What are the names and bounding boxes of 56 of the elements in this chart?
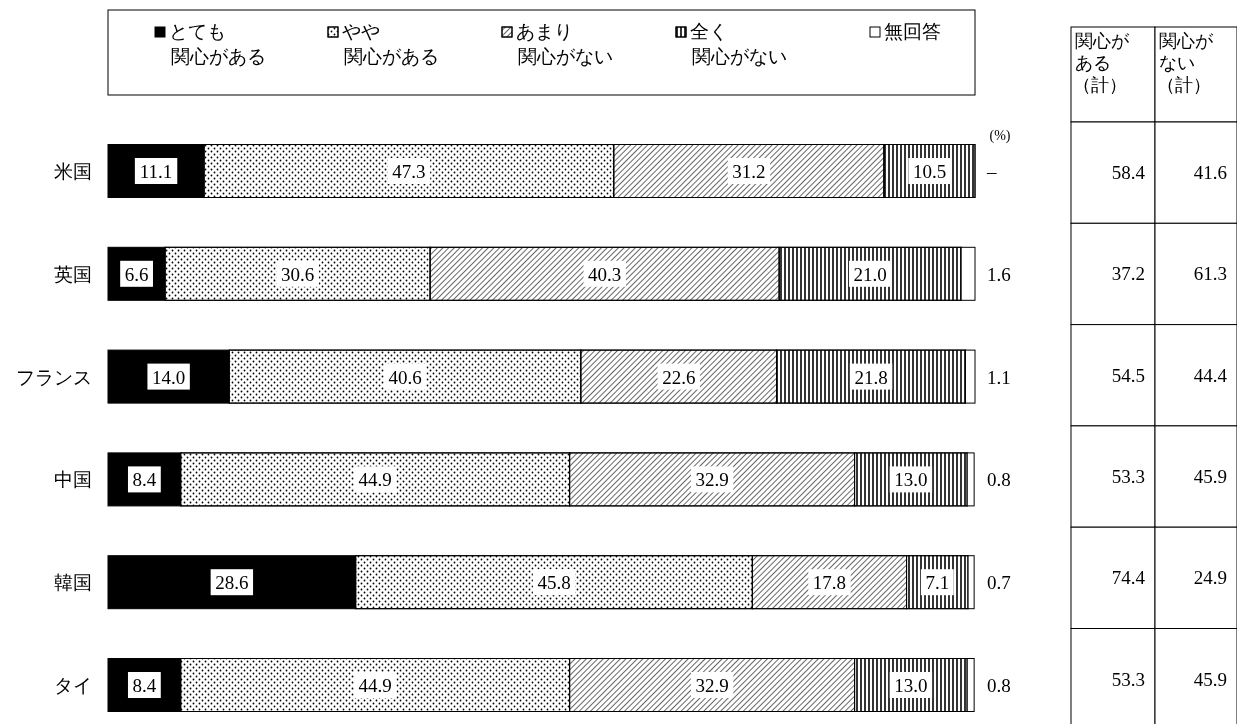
data-label: 22.6: [662, 366, 696, 388]
text: 44.4: [1193, 364, 1228, 386]
data-label: 8.4: [132, 675, 157, 696]
data-label: 14.0: [152, 366, 186, 388]
data-label: 8.4: [132, 469, 157, 491]
data-label: 13.0: [894, 469, 928, 491]
y-tick-label: 米国: [54, 161, 92, 182]
legend-label: 全く関心がない: [690, 21, 787, 67]
data-label: 0.8: [987, 675, 1011, 696]
data-label: 11.1: [139, 161, 173, 182]
legend-label: 無回答: [884, 21, 941, 42]
data-label: 45.8: [537, 572, 571, 594]
text: 45.9: [1193, 668, 1227, 690]
text: –: [987, 161, 997, 182]
data-label: 32.9: [695, 675, 729, 696]
text: 53.3: [1111, 465, 1145, 487]
data-label: 6.6: [124, 263, 149, 285]
y-tick-label: 韓国: [54, 572, 92, 594]
data-label: 32.9: [695, 469, 729, 491]
data-label: 17.8: [812, 572, 847, 594]
text: 関心がない（計）: [1157, 31, 1214, 95]
text: 74.4: [1111, 567, 1146, 589]
text: 41.6: [1193, 162, 1227, 183]
data-label: 21.8: [854, 366, 888, 388]
text: 24.9: [1193, 567, 1227, 589]
data-label: 10.5: [912, 161, 947, 182]
text: 53.3: [1111, 668, 1145, 690]
data-label: 21.0: [853, 263, 887, 285]
y-tick-label: フランス: [16, 366, 92, 388]
data-label: 13.0: [894, 675, 928, 696]
data-label: 0.7: [987, 572, 1011, 594]
data-label: 0.8: [987, 469, 1011, 491]
data-label: 47.3: [392, 161, 426, 182]
text: (%): [989, 128, 1011, 144]
text: 37.2: [1111, 263, 1145, 285]
data-label: 7.1: [925, 572, 950, 594]
data-label: 1.1: [987, 366, 1011, 388]
data-label: 31.2: [732, 161, 766, 182]
y-tick-label: タイ: [54, 675, 92, 696]
data-label: 44.9: [358, 675, 392, 696]
legend-label: とても関心がある: [169, 21, 266, 67]
text: 関心がある（計）: [1073, 31, 1130, 95]
y-tick-label: 英国: [54, 263, 92, 285]
text: 58.4: [1111, 162, 1146, 183]
legend-label: やや関心がある: [342, 21, 439, 67]
data-label: 40.6: [388, 366, 422, 388]
data-label: 44.9: [358, 469, 392, 491]
text: 61.3: [1193, 263, 1227, 285]
data-label: 30.6: [281, 263, 315, 285]
y-tick-label: 中国: [54, 469, 92, 491]
data-label: 40.3: [588, 263, 622, 285]
text: 45.9: [1193, 465, 1227, 487]
data-label: 28.6: [215, 572, 249, 594]
text: 54.5: [1111, 364, 1145, 386]
data-label: 1.6: [987, 263, 1011, 285]
legend-label: あまり関心がない: [516, 21, 613, 67]
